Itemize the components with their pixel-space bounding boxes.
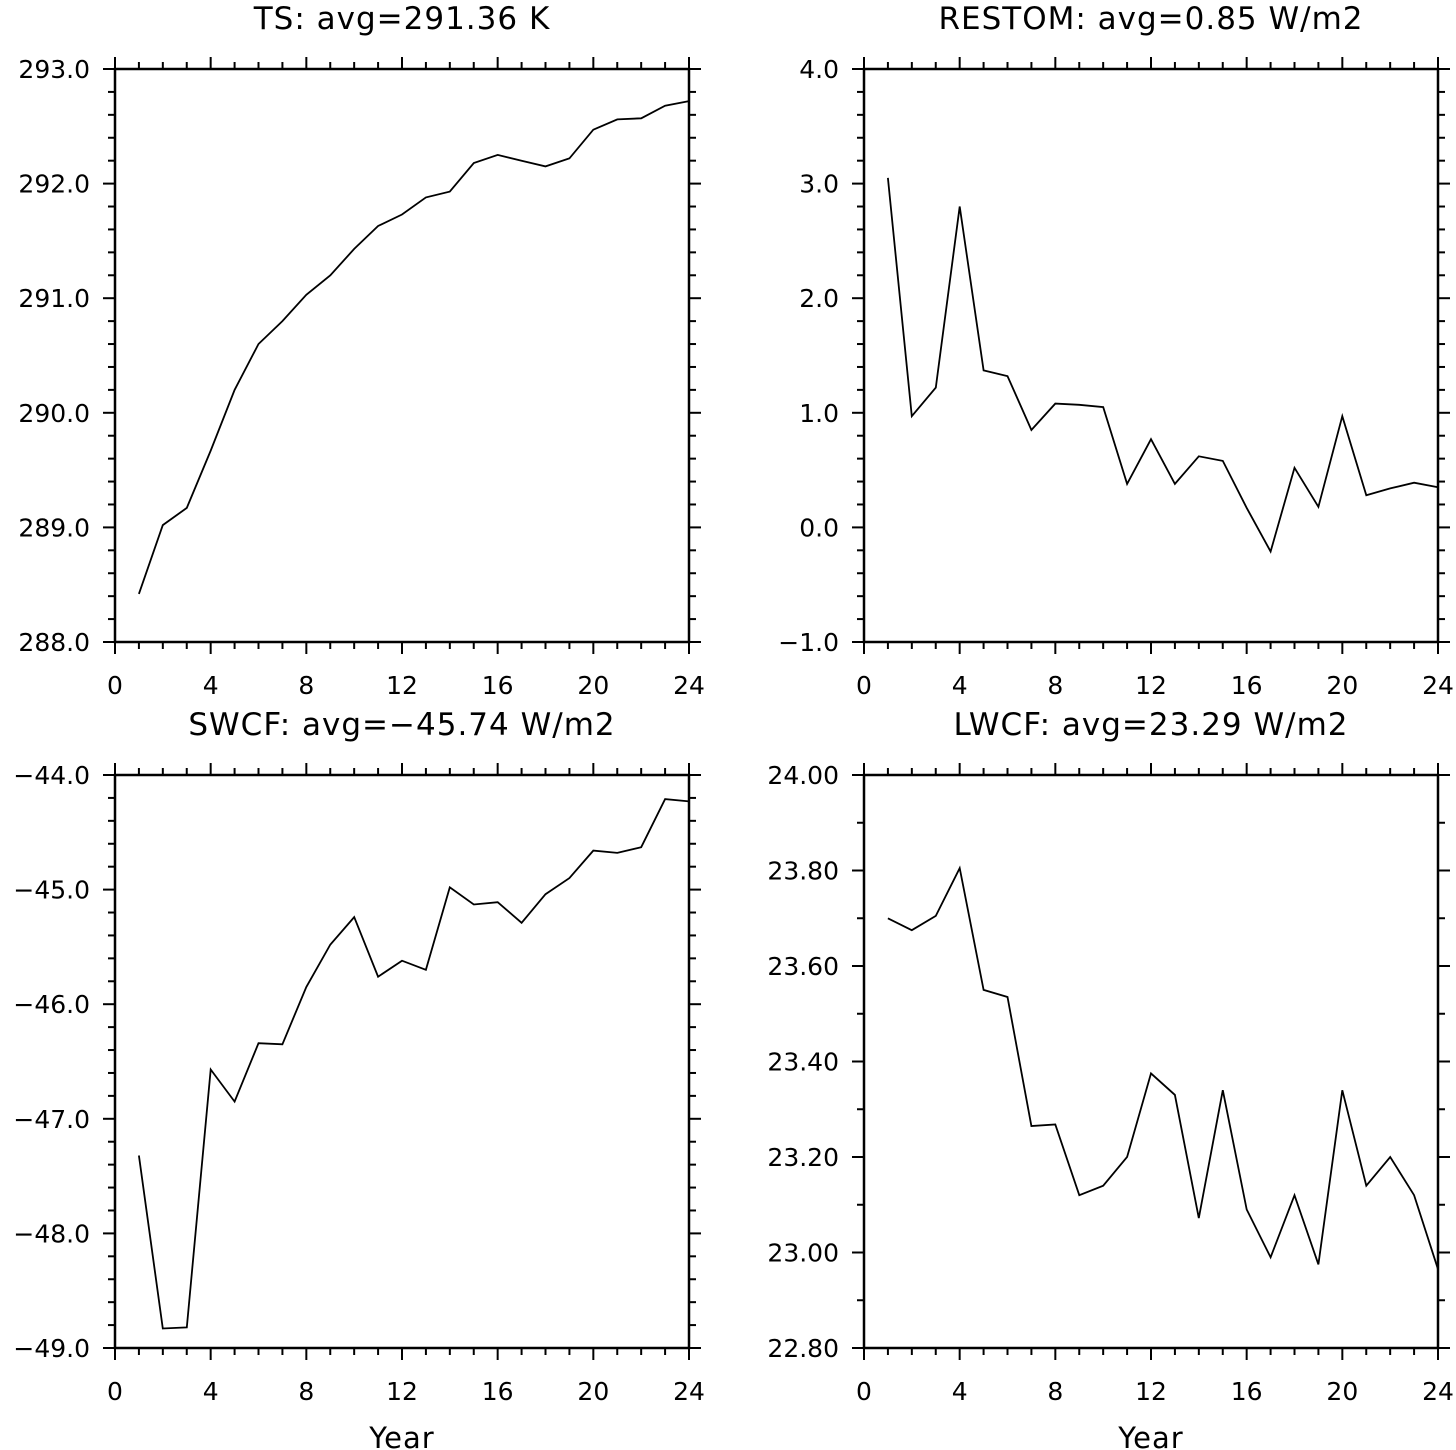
y-tick-label: 22.80	[767, 1334, 839, 1363]
y-tick-label: 23.00	[767, 1239, 839, 1268]
x-tick-label: 24	[1422, 671, 1454, 700]
plot-frame	[113, 67, 691, 644]
plot-frame	[113, 773, 691, 1350]
y-tick-label: 291.0	[18, 284, 90, 313]
panel-title: LWCF: avg=23.29 W/m2	[953, 707, 1348, 743]
y-tick-label: −48.0	[13, 1219, 90, 1248]
x-tick-label: 0	[107, 671, 123, 700]
x-tick-label: 8	[1047, 1377, 1063, 1406]
plot-frame	[862, 773, 1440, 1350]
y-tick-label: 292.0	[18, 170, 90, 199]
y-tick-label: 23.80	[767, 857, 839, 886]
chart-panel-3: 0 4 8 12 16 20 24 −49.0 −48.0 −47.0 −46.0 −45.0 −44.…	[13, 707, 705, 1450]
x-tick-label: 16	[1231, 1377, 1263, 1406]
chart-panel-4: 0 4 8 12 16 20 24 22.80 23.00 23.20 23.40 23.60 23.8…	[767, 707, 1453, 1450]
chart-panel-1: 0 4 8 12 16 20 24 288.0 289.0 290.0 291.0 292.0 293.…	[18, 1, 704, 700]
y-tick-label: −46.0	[13, 990, 90, 1019]
plot-frame	[862, 67, 1440, 644]
x-tick-label: 24	[673, 1377, 705, 1406]
x-tick-label: 24	[673, 671, 705, 700]
panel-title: TS: avg=291.36 K	[253, 1, 551, 37]
x-tick-label: 0	[856, 1377, 872, 1406]
x-tick-label: 16	[482, 671, 514, 700]
x-tick-label: 4	[952, 671, 968, 700]
x-tick-label: 12	[1135, 1377, 1167, 1406]
x-axis-label: Year	[368, 1421, 434, 1450]
x-tick-label: 16	[482, 1377, 514, 1406]
chart-panel-2: 0 4 8 12 16 20 24 −1.0 0.0 1.0 2.0 3.0 4.0 RESTOM: av…	[778, 1, 1454, 700]
x-tick-label: 20	[577, 671, 609, 700]
panel-title: SWCF: avg=−45.74 W/m2	[188, 707, 615, 743]
y-tick-label: 2.0	[799, 284, 839, 313]
y-tick-label: 289.0	[18, 513, 90, 542]
x-tick-label: 8	[298, 1377, 314, 1406]
y-tick-label: 23.20	[767, 1143, 839, 1172]
x-tick-label: 0	[107, 1377, 123, 1406]
y-tick-label: 23.60	[767, 952, 839, 981]
y-tick-label: 0.0	[799, 513, 839, 542]
y-tick-label: 4.0	[799, 55, 839, 84]
x-tick-label: 16	[1231, 671, 1263, 700]
y-tick-label: 24.00	[767, 761, 839, 790]
x-tick-label: 8	[1047, 671, 1063, 700]
y-tick-label: −47.0	[13, 1105, 90, 1134]
y-tick-label: 288.0	[18, 628, 90, 657]
y-tick-label: 3.0	[799, 170, 839, 199]
x-axis-label: Year	[1117, 1421, 1183, 1450]
x-tick-label: 20	[1326, 671, 1358, 700]
x-tick-label: 8	[298, 671, 314, 700]
x-tick-label: 4	[203, 671, 219, 700]
y-tick-label: 23.40	[767, 1048, 839, 1077]
y-tick-label: −1.0	[778, 628, 839, 657]
y-tick-label: 1.0	[799, 399, 839, 428]
series-line	[138, 798, 690, 1330]
x-tick-label: 12	[386, 671, 418, 700]
x-tick-label: 20	[577, 1377, 609, 1406]
x-tick-label: 24	[1422, 1377, 1454, 1406]
x-tick-label: 4	[952, 1377, 968, 1406]
panel-title: RESTOM: avg=0.85 W/m2	[938, 1, 1363, 37]
y-tick-label: −44.0	[13, 761, 90, 790]
y-tick-label: 293.0	[18, 55, 90, 84]
series-line	[887, 865, 1439, 1270]
series-line	[887, 177, 1439, 554]
x-tick-label: 12	[1135, 671, 1167, 700]
x-tick-label: 20	[1326, 1377, 1358, 1406]
y-tick-label: −45.0	[13, 876, 90, 905]
x-tick-label: 4	[203, 1377, 219, 1406]
y-tick-label: −49.0	[13, 1334, 90, 1363]
x-tick-label: 12	[386, 1377, 418, 1406]
series-line	[138, 100, 690, 595]
x-tick-label: 0	[856, 671, 872, 700]
y-tick-label: 290.0	[18, 399, 90, 428]
